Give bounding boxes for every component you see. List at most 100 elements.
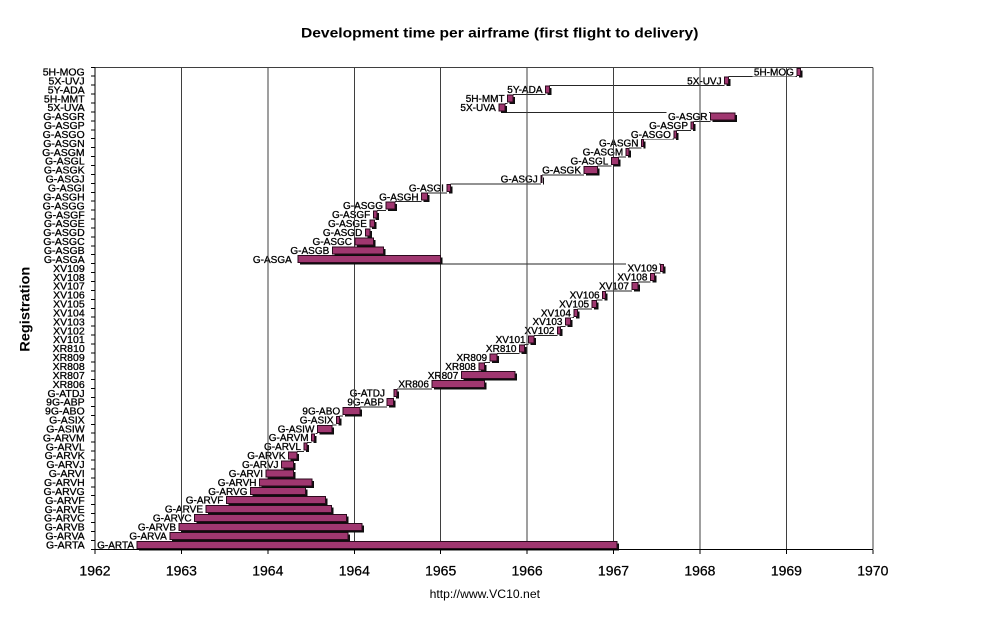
svg-text:XR809: XR809 [53, 352, 85, 364]
svg-text:G-ASGC: G-ASGC [313, 237, 352, 248]
svg-text:G-ASGN: G-ASGN [599, 139, 638, 150]
svg-text:XV102: XV102 [53, 325, 85, 337]
svg-text:1965: 1965 [425, 562, 456, 578]
svg-text:G-ASGA: G-ASGA [44, 254, 85, 266]
svg-text:1966: 1966 [512, 562, 543, 578]
svg-text:G-ARVG: G-ARVG [208, 487, 247, 498]
svg-text:XV109: XV109 [53, 263, 85, 275]
svg-text:XR810: XR810 [486, 344, 517, 355]
svg-text:G-ASGE: G-ASGE [328, 219, 367, 230]
svg-text:G-ASIW: G-ASIW [278, 424, 315, 435]
svg-text:G-ASGF: G-ASGF [332, 210, 370, 221]
svg-text:XV105: XV105 [53, 299, 85, 311]
svg-text:G-ARVE: G-ARVE [45, 504, 85, 516]
svg-text:XR808: XR808 [53, 361, 85, 373]
svg-text:1969: 1969 [771, 562, 802, 578]
svg-text:G-ASGK: G-ASGK [44, 165, 85, 177]
svg-text:XR807: XR807 [53, 370, 85, 382]
svg-text:G-ARVG: G-ARVG [43, 486, 84, 498]
svg-text:G-ASGL: G-ASGL [45, 156, 85, 168]
svg-text:XR808: XR808 [445, 362, 476, 373]
svg-text:5Y-ADA: 5Y-ADA [507, 85, 543, 96]
svg-text:1967: 1967 [598, 562, 629, 578]
svg-text:G-ARVK: G-ARVK [247, 451, 285, 462]
svg-text:5H-MMT: 5H-MMT [44, 93, 85, 105]
svg-text:G-ASGI: G-ASGI [409, 183, 444, 194]
svg-text:G-ASGK: G-ASGK [542, 166, 581, 177]
svg-text:5X-UVA: 5X-UVA [48, 102, 85, 114]
svg-text:G-ARVA: G-ARVA [129, 531, 167, 542]
svg-text:XV105: XV105 [559, 299, 589, 310]
svg-text:9G-ABP: 9G-ABP [347, 398, 384, 409]
svg-text:XR806: XR806 [53, 379, 85, 391]
svg-text:1970: 1970 [857, 562, 888, 578]
svg-text:G-ARVK: G-ARVK [45, 450, 85, 462]
svg-text:1964: 1964 [339, 562, 370, 578]
svg-text:1962: 1962 [79, 562, 110, 578]
svg-text:XR806: XR806 [398, 380, 429, 391]
svg-text:G-ASGG: G-ASGG [343, 201, 383, 212]
svg-text:G-ASGP: G-ASGP [44, 120, 85, 132]
svg-text:XV104: XV104 [53, 307, 85, 319]
svg-text:XV109: XV109 [627, 264, 657, 275]
svg-text:G-ARVH: G-ARVH [44, 477, 85, 489]
svg-text:G-ARVC: G-ARVC [153, 514, 192, 525]
svg-text:1964: 1964 [252, 562, 283, 578]
svg-text:G-ATDJ: G-ATDJ [350, 389, 385, 400]
svg-text:XR807: XR807 [428, 371, 459, 382]
svg-text:G-ASGL: G-ASGL [571, 157, 609, 168]
svg-text:XV103: XV103 [532, 317, 562, 328]
svg-text:XV108: XV108 [53, 272, 85, 284]
svg-text:G-ASGH: G-ASGH [43, 191, 84, 203]
svg-text:G-ARVJ: G-ARVJ [46, 459, 84, 471]
svg-text:5X-UVJ: 5X-UVJ [49, 75, 85, 87]
svg-text:5X-UVJ: 5X-UVJ [687, 76, 721, 87]
svg-text:G-ASGB: G-ASGB [44, 245, 85, 257]
svg-text:G-ASGR: G-ASGR [43, 111, 85, 123]
svg-text:G-ARVM: G-ARVM [43, 432, 85, 444]
svg-text:G-ARVE: G-ARVE [165, 505, 203, 516]
svg-text:G-ATDJ: G-ATDJ [48, 388, 85, 400]
svg-text:5Y-ADA: 5Y-ADA [48, 84, 85, 96]
svg-text:G-ASGO: G-ASGO [43, 129, 85, 141]
svg-text:G-ARVC: G-ARVC [44, 513, 85, 525]
svg-text:XV101: XV101 [53, 334, 85, 346]
svg-text:XV102: XV102 [524, 326, 554, 337]
svg-text:G-ASGE: G-ASGE [44, 218, 85, 230]
svg-text:G-ARVF: G-ARVF [45, 495, 84, 507]
svg-text:G-ASGR: G-ASGR [668, 112, 707, 123]
svg-text:XR809: XR809 [457, 353, 488, 364]
svg-text:G-ASGD: G-ASGD [323, 228, 362, 239]
svg-text:1968: 1968 [684, 562, 715, 578]
svg-text:G-ASGO: G-ASGO [631, 130, 671, 141]
svg-text:XV106: XV106 [570, 290, 600, 301]
svg-text:XV103: XV103 [53, 316, 85, 328]
svg-text:G-ASGD: G-ASGD [43, 227, 85, 239]
svg-text:G-ARTA: G-ARTA [46, 539, 85, 551]
svg-text:G-ASGI: G-ASGI [48, 183, 85, 195]
svg-text:G-ARVM: G-ARVM [269, 433, 309, 444]
svg-text:9G-ABP: 9G-ABP [46, 397, 85, 409]
svg-text:5H-MOG: 5H-MOG [43, 66, 85, 78]
svg-text:G-ARVB: G-ARVB [138, 522, 176, 533]
svg-text:G-ARVL: G-ARVL [46, 441, 85, 453]
svg-text:G-ARVI: G-ARVI [229, 469, 263, 480]
svg-text:5H-MOG: 5H-MOG [754, 67, 794, 78]
svg-text:G-ARVI: G-ARVI [49, 468, 85, 480]
svg-text:9G-ABO: 9G-ABO [302, 406, 340, 417]
svg-text:XV106: XV106 [53, 290, 85, 302]
svg-text:G-ASGP: G-ASGP [649, 121, 688, 132]
svg-text:G-ARVB: G-ARVB [45, 522, 85, 534]
svg-text:G-ASGM: G-ASGM [583, 148, 624, 159]
svg-text:XV104: XV104 [541, 308, 571, 319]
svg-text:5X-UVA: 5X-UVA [460, 103, 496, 114]
svg-text:G-ASGG: G-ASGG [43, 200, 85, 212]
svg-text:5H-MMT: 5H-MMT [466, 94, 505, 105]
svg-text:G-ASIX: G-ASIX [49, 415, 85, 427]
svg-text:G-ASGA: G-ASGA [253, 255, 292, 266]
svg-text:Registration: Registration [17, 267, 33, 352]
svg-text:G-ARTA: G-ARTA [97, 540, 134, 551]
svg-text:XV101: XV101 [496, 335, 526, 346]
svg-text:G-ASGJ: G-ASGJ [501, 174, 538, 185]
svg-text:XR810: XR810 [53, 343, 85, 355]
